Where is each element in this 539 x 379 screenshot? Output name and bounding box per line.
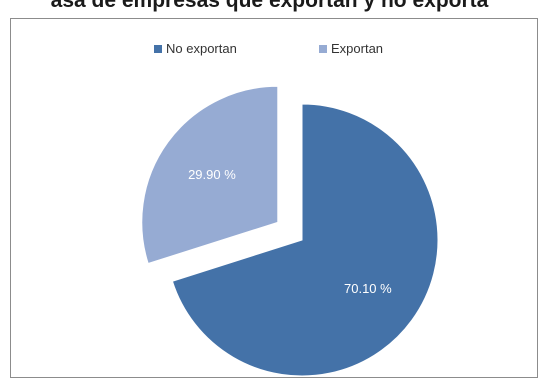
legend-swatch bbox=[319, 45, 327, 53]
pie-slice-exportan bbox=[141, 85, 279, 265]
legend-label: Exportan bbox=[331, 41, 383, 56]
chart-title: asa de empresas que exportan y no export… bbox=[50, 0, 489, 12]
pie-slice-no-exportan bbox=[171, 103, 439, 377]
legend-label: No exportan bbox=[166, 41, 237, 56]
legend-item-exportan: Exportan bbox=[319, 41, 383, 56]
legend-item-no-exportan: No exportan bbox=[154, 41, 237, 56]
data-label-no-exportan: 70.10 % bbox=[344, 281, 392, 296]
data-label-exportan: 29.90 % bbox=[188, 167, 236, 182]
legend-swatch bbox=[154, 45, 162, 53]
